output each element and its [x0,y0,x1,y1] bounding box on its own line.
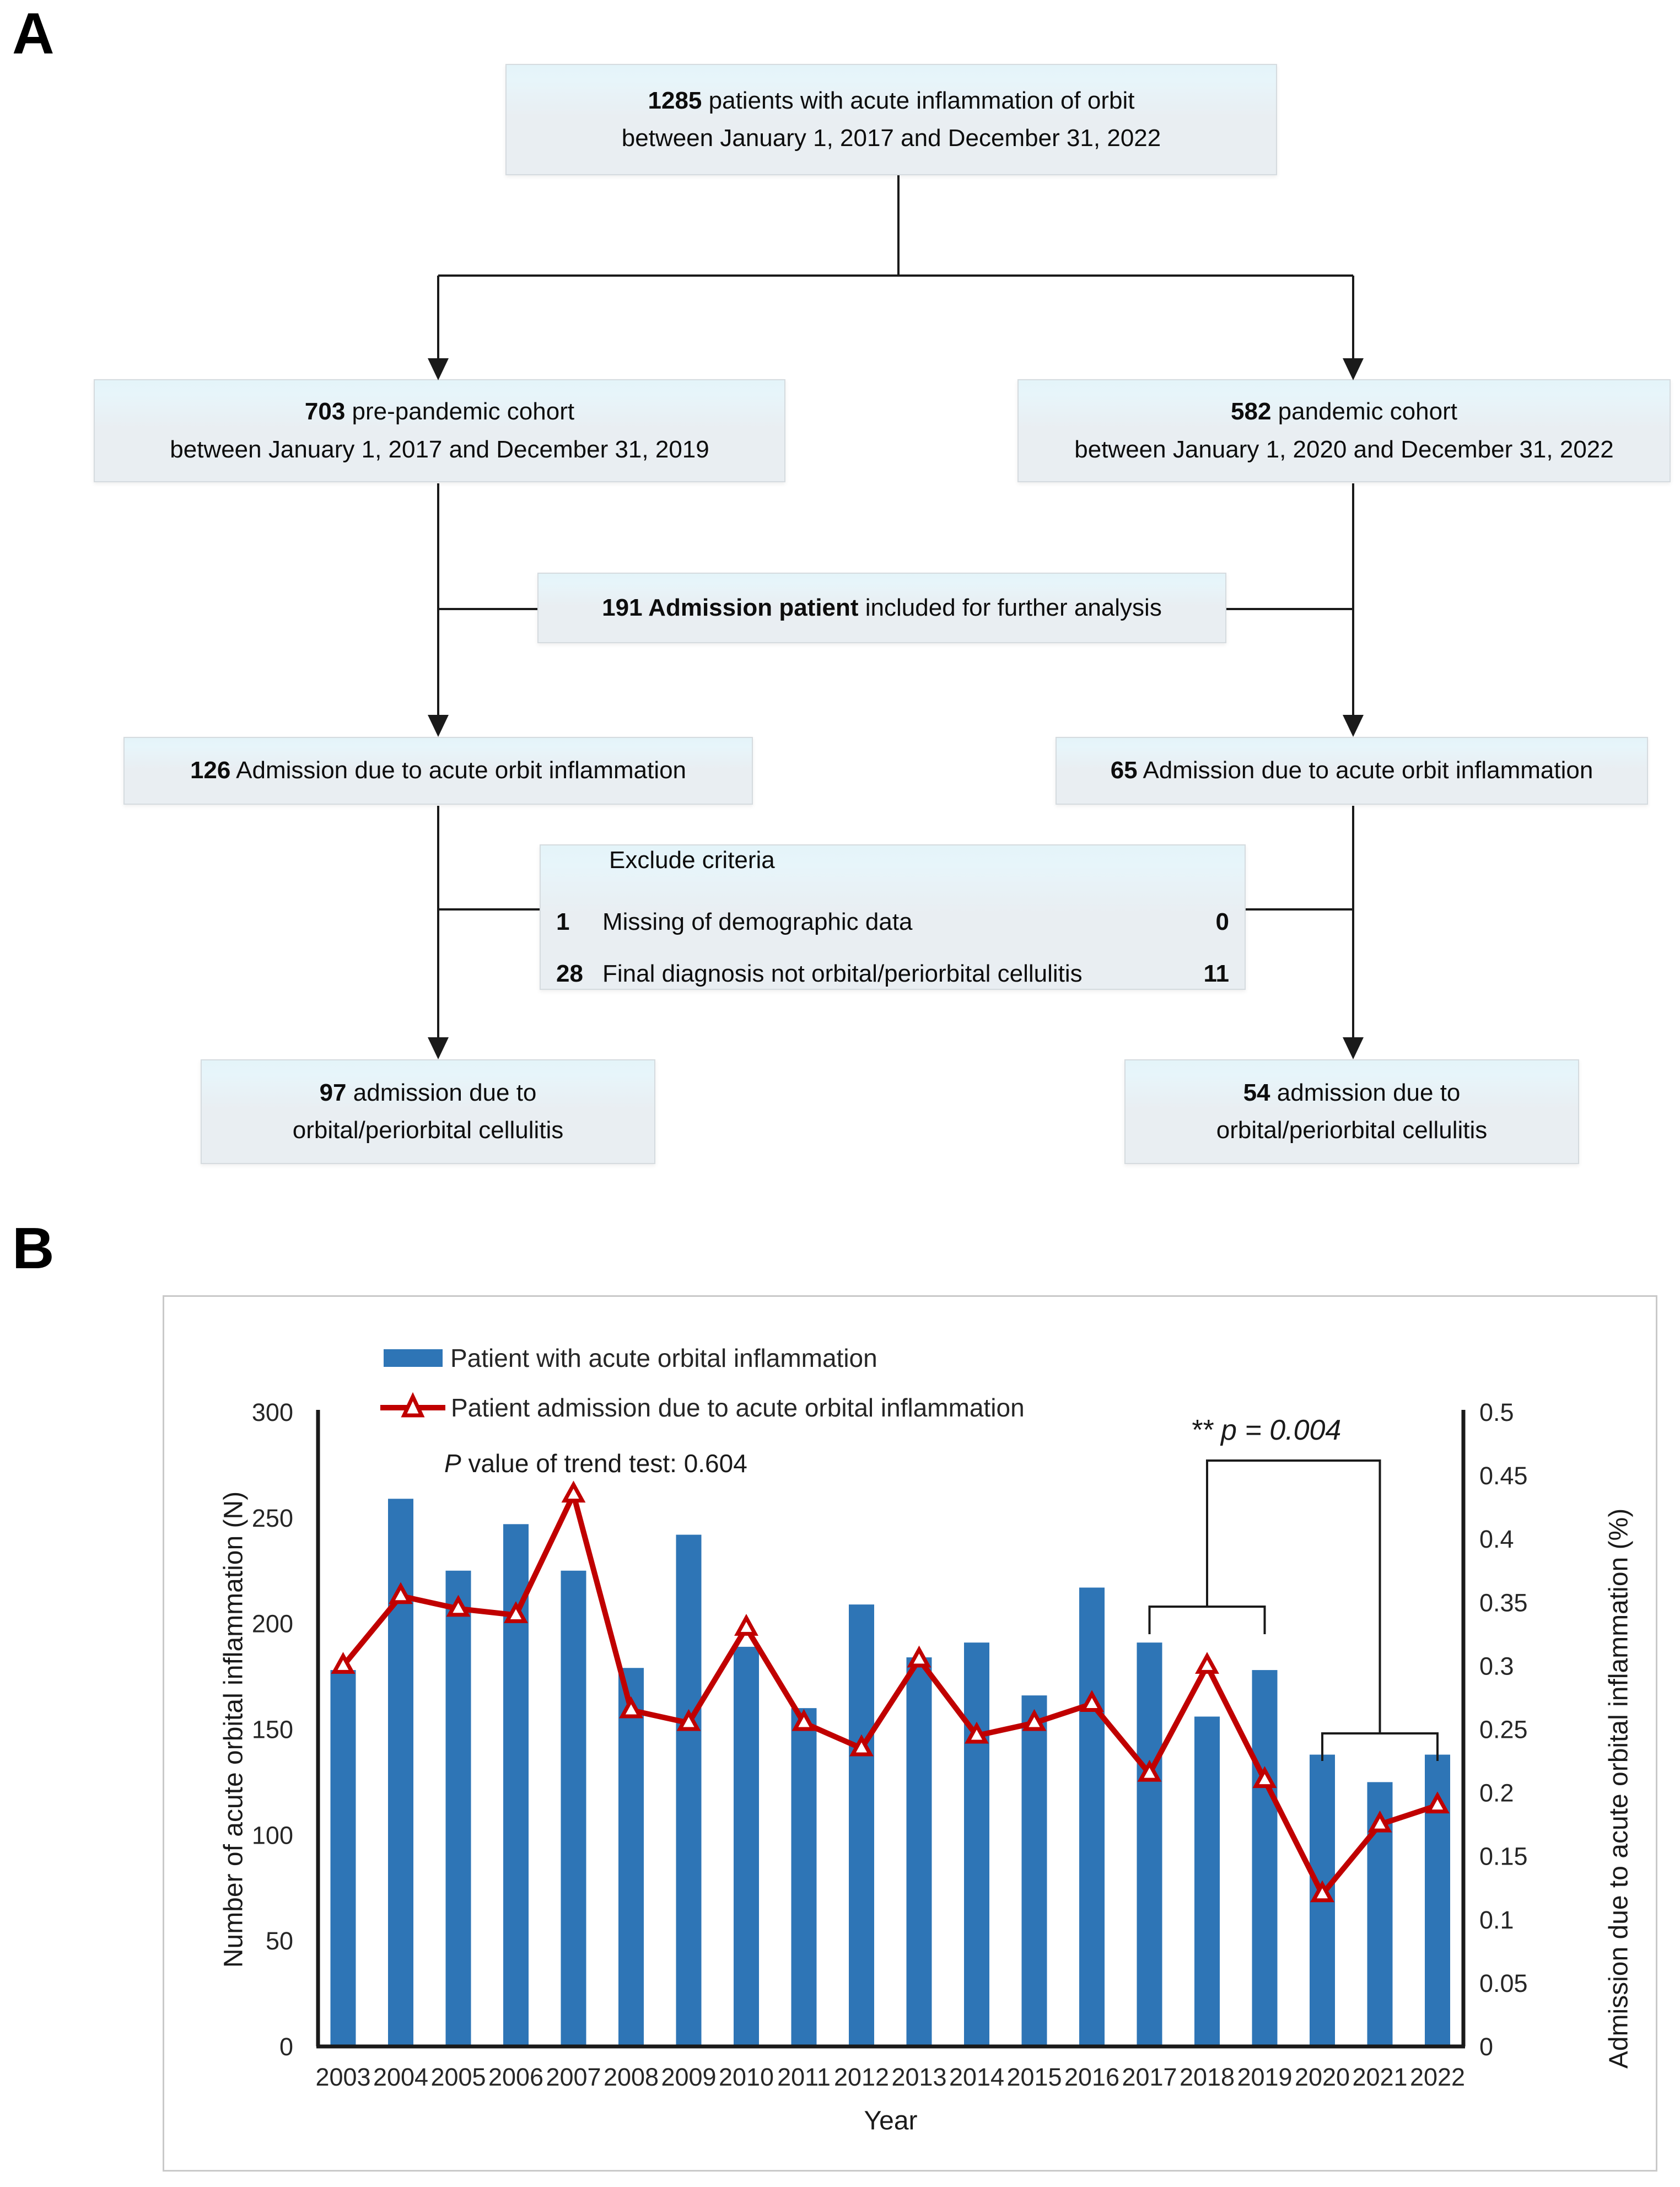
flow-box-admission-prepandemic: 126 Admission due to acute orbit inflamm… [123,737,753,805]
flow-box-total-line1: 1285 patients with acute inflammation of… [648,87,1135,114]
flow-box-final-prepandemic-line1: 97 admission due to [319,1079,537,1106]
exclude-pre-count: 1 [556,908,570,935]
flow-box-admission-included: 191 Admission patient included for furth… [537,573,1226,643]
trend-test-note: P value of trend test: 0.604 [444,1448,747,1478]
flow-box-final-prepandemic-line2: orbital/periorbital cellulitis [292,1117,564,1144]
exclude-reason: Final diagnosis not orbital/periorbital … [602,960,1083,988]
exclude-pan-count: 11 [1203,960,1229,988]
x-axis-title: Year [864,2106,918,2136]
flow-box-total-patients: 1285 patients with acute inflammation of… [505,64,1277,175]
left-y-axis-title: Number of acute orbital inflammation (N) [219,1491,249,1968]
flow-box-pandemic-line2: between January 1, 2020 and December 31,… [1074,435,1614,463]
flow-box-prepandemic-line1: 703 pre-pandemic cohort [304,398,575,425]
exclude-criteria-title: Exclude criteria [609,846,775,874]
legend-item-bars: Patient with acute orbital inflammation [384,1343,877,1373]
flow-box-final-prepandemic: 97 admission due to orbital/periorbital … [201,1059,655,1164]
flow-box-admission-included-line: 191 Admission patient included for furth… [602,594,1162,621]
legend-line-label: Patient admission due to acute orbital i… [451,1393,1025,1422]
flow-box-pandemic-line1: 582 pandemic cohort [1231,398,1457,425]
panel-a-label: A [12,1,55,66]
flow-box-prepandemic-cohort: 703 pre-pandemic cohort between January … [94,379,785,482]
flow-box-admission-pandemic-line: 65 Admission due to acute orbit inflamma… [1110,757,1593,784]
flow-box-exclude-criteria: Exclude criteria 1 Missing of demographi… [540,844,1246,990]
exclude-pan-count: 0 [1215,908,1229,935]
exclude-criteria-row: 28 Final diagnosis not orbital/periorbit… [556,955,1229,993]
exclude-reason: Missing of demographic data [602,908,913,935]
legend-bar-label: Patient with acute orbital inflammation [450,1344,877,1372]
flow-box-final-pandemic-line1: 54 admission due to [1243,1079,1461,1106]
right-y-axis-title: Admission due to acute orbital inflammat… [1604,1508,1634,2069]
legend-bar-swatch [384,1349,443,1367]
flow-box-final-pandemic-line2: orbital/periorbital cellulitis [1216,1117,1488,1144]
flow-box-admission-pandemic: 65 Admission due to acute orbit inflamma… [1056,737,1648,805]
trend-test-note-text: value of trend test: 0.604 [461,1449,747,1478]
exclude-criteria-row: 1 Missing of demographic data 0 [556,903,1229,941]
flow-box-pandemic-cohort: 582 pandemic cohort between January 1, 2… [1017,379,1671,482]
flow-box-admission-prepandemic-line: 126 Admission due to acute orbit inflamm… [190,757,687,784]
flow-box-total-line2: between January 1, 2017 and December 31,… [621,125,1161,152]
exclude-pre-count: 28 [556,960,583,988]
flow-box-final-pandemic: 54 admission due to orbital/periorbital … [1124,1059,1579,1164]
legend-item-line: Patient admission due to acute orbital i… [379,1392,1025,1423]
trend-test-note-p: P [444,1449,461,1478]
panel-b-label: B [12,1216,55,1281]
chart-panel-frame [163,1295,1657,2172]
legend-line-swatch [380,1392,445,1418]
flow-box-prepandemic-line2: between January 1, 2017 and December 31,… [170,435,709,463]
